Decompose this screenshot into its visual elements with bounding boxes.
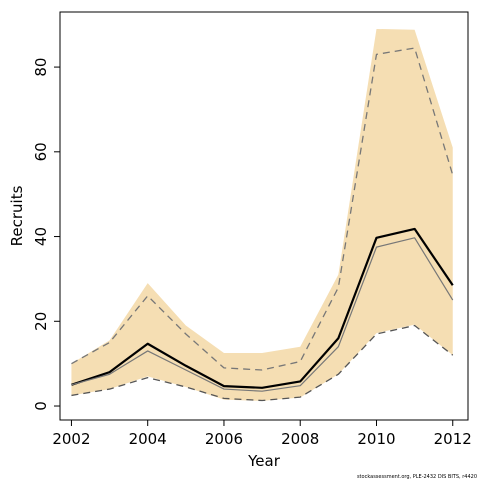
x-tick-label: 2004 bbox=[129, 430, 167, 448]
x-tick-label: 2006 bbox=[205, 430, 243, 448]
y-tick-label: 20 bbox=[32, 312, 50, 331]
credit-text: stockassessment.org, PLE-2432 DIS BITS, … bbox=[357, 474, 477, 480]
y-axis-title: Recruits bbox=[8, 185, 26, 246]
x-axis: 2002 2004 2006 2008 2010 2012 bbox=[52, 419, 472, 448]
x-axis-title: Year bbox=[247, 452, 281, 470]
x-tick-label: 2010 bbox=[357, 430, 395, 448]
upper-bound-line bbox=[71, 47, 454, 371]
y-tick-label: 80 bbox=[32, 58, 50, 77]
y-axis: 0 20 40 60 80 bbox=[32, 58, 61, 411]
x-tick-label: 2012 bbox=[434, 430, 472, 448]
y-tick-label: 0 bbox=[32, 401, 50, 411]
y-tick-label: 40 bbox=[32, 227, 50, 246]
y-tick-label: 60 bbox=[32, 142, 50, 161]
estimate-line bbox=[71, 227, 454, 389]
median-line bbox=[71, 237, 454, 392]
confidence-band-area bbox=[71, 28, 453, 401]
confidence-band bbox=[71, 28, 453, 401]
x-tick-label: 2008 bbox=[281, 430, 319, 448]
lower-bound-line bbox=[71, 324, 454, 402]
x-tick-label: 2002 bbox=[52, 430, 90, 448]
series-lines bbox=[71, 47, 454, 402]
